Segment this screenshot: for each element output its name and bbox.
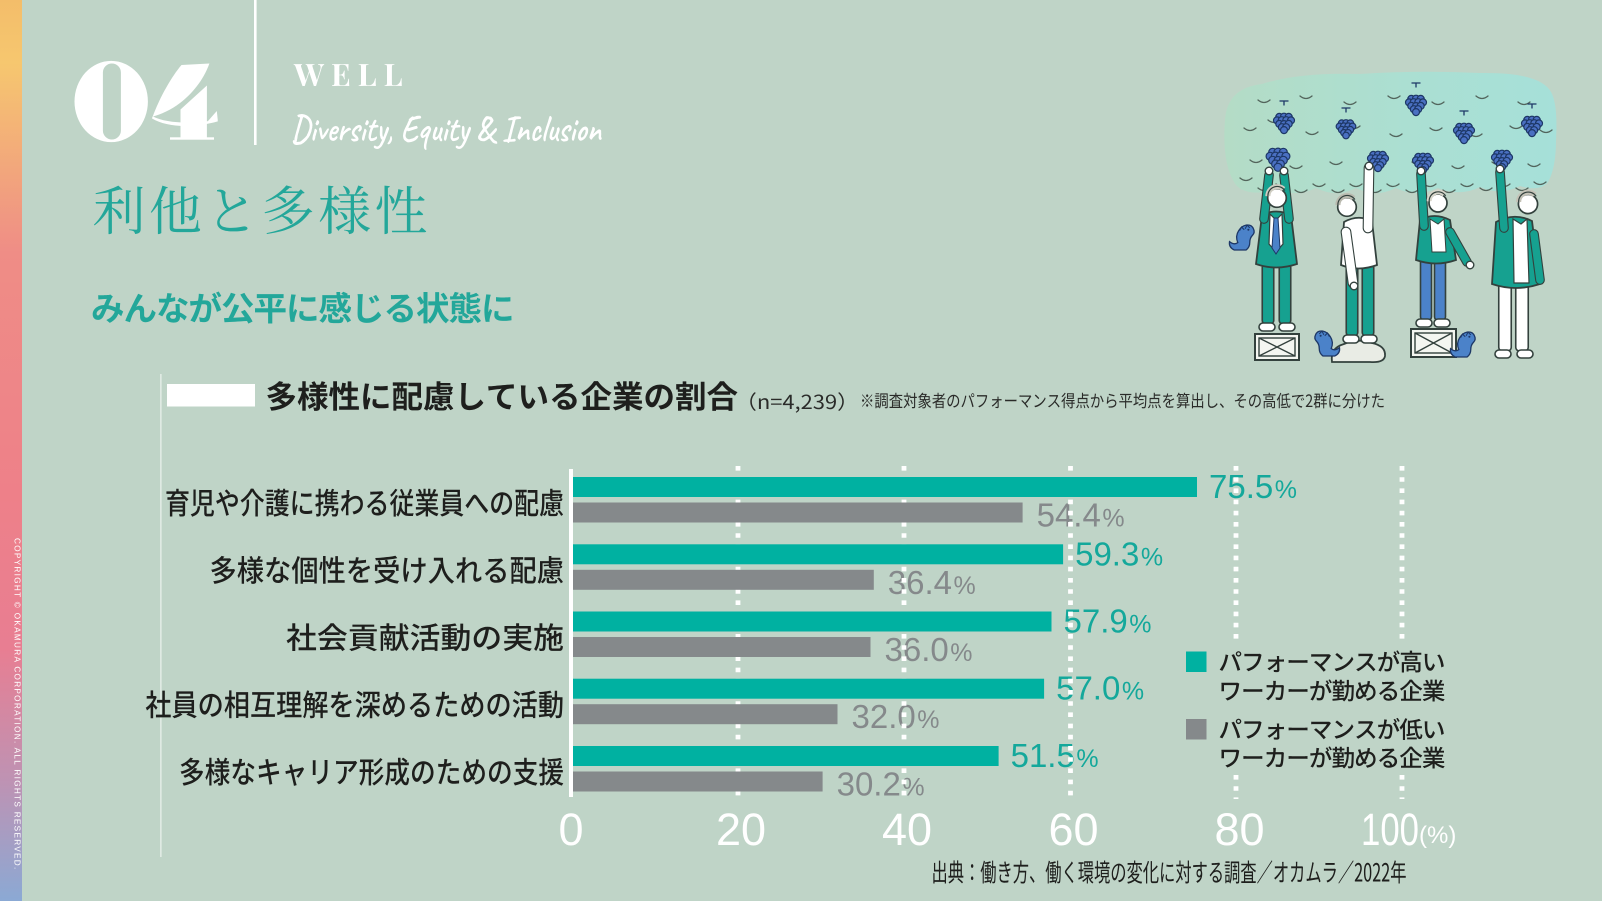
- svg-text:(%): (%): [1419, 822, 1456, 849]
- svg-text:30.2%: 30.2%: [837, 766, 925, 803]
- svg-text:80: 80: [1214, 804, 1264, 855]
- svg-text:40: 40: [882, 804, 932, 855]
- svg-text:0: 0: [558, 804, 583, 855]
- svg-text:51.5%: 51.5%: [1011, 737, 1099, 774]
- svg-text:60: 60: [1048, 804, 1098, 855]
- svg-text:54.4%: 54.4%: [1037, 497, 1125, 534]
- svg-text:100: 100: [1361, 804, 1419, 855]
- svg-text:COPYRIGHT © OKAMURA CORPORATIO: COPYRIGHT © OKAMURA CORPORATION. ALL RIG…: [12, 538, 21, 871]
- svg-text:20: 20: [716, 804, 766, 855]
